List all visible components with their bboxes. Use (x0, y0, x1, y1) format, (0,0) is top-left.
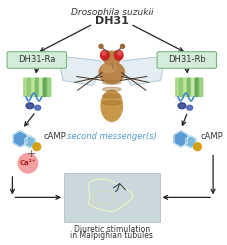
FancyBboxPatch shape (187, 78, 190, 96)
Text: Drosophila suzukii: Drosophila suzukii (70, 8, 152, 17)
FancyBboxPatch shape (190, 78, 194, 96)
FancyBboxPatch shape (47, 78, 50, 96)
Text: cAMP: cAMP (200, 133, 222, 141)
Text: second messenger(s): second messenger(s) (67, 133, 156, 141)
Polygon shape (173, 131, 187, 147)
Polygon shape (13, 131, 27, 147)
Circle shape (120, 44, 124, 48)
Ellipse shape (35, 105, 40, 110)
Circle shape (193, 143, 200, 151)
Ellipse shape (26, 103, 34, 109)
Polygon shape (25, 136, 35, 148)
Ellipse shape (114, 50, 122, 60)
Ellipse shape (101, 90, 122, 121)
Ellipse shape (101, 63, 115, 73)
Text: DH31: DH31 (94, 16, 128, 26)
Polygon shape (58, 56, 101, 85)
Ellipse shape (99, 62, 124, 83)
FancyBboxPatch shape (43, 78, 47, 96)
Text: in Malpighian tubules: in Malpighian tubules (70, 232, 153, 240)
Ellipse shape (100, 50, 109, 60)
FancyBboxPatch shape (32, 78, 35, 96)
FancyBboxPatch shape (179, 78, 182, 96)
Ellipse shape (102, 101, 120, 105)
Circle shape (33, 143, 40, 151)
Ellipse shape (102, 94, 120, 98)
Text: cAMP: cAMP (43, 133, 66, 141)
Text: DH31-Ra: DH31-Ra (18, 55, 55, 64)
FancyBboxPatch shape (194, 78, 198, 96)
FancyBboxPatch shape (183, 78, 186, 96)
Ellipse shape (186, 105, 192, 110)
FancyBboxPatch shape (7, 52, 66, 68)
FancyBboxPatch shape (35, 78, 39, 96)
Ellipse shape (102, 87, 120, 91)
FancyBboxPatch shape (175, 78, 178, 96)
Circle shape (18, 154, 37, 173)
FancyBboxPatch shape (27, 78, 31, 96)
Ellipse shape (103, 51, 120, 65)
FancyBboxPatch shape (64, 173, 159, 222)
Polygon shape (185, 136, 195, 148)
Ellipse shape (102, 80, 120, 84)
FancyBboxPatch shape (198, 78, 202, 96)
Text: DH31-Rb: DH31-Rb (167, 55, 205, 64)
Text: Ca²⁺: Ca²⁺ (20, 160, 36, 166)
FancyBboxPatch shape (156, 52, 216, 68)
Circle shape (99, 44, 103, 48)
Circle shape (117, 51, 121, 55)
Text: Diuretic stimulation: Diuretic stimulation (73, 225, 149, 234)
Ellipse shape (177, 103, 185, 109)
Text: +: + (27, 149, 36, 159)
Circle shape (101, 51, 106, 55)
Polygon shape (121, 56, 165, 85)
FancyBboxPatch shape (39, 78, 43, 96)
FancyBboxPatch shape (24, 78, 27, 96)
